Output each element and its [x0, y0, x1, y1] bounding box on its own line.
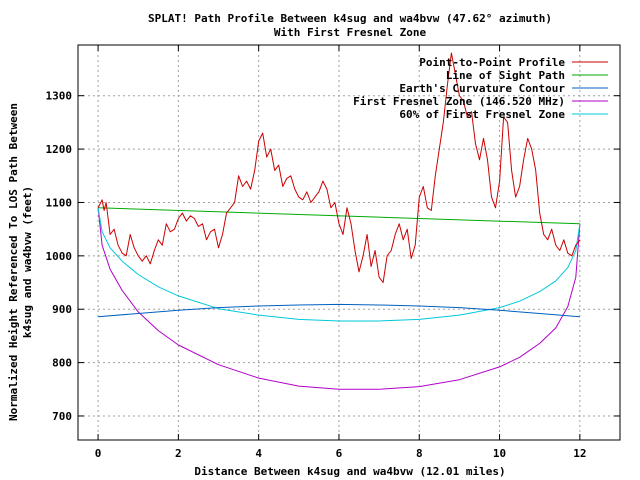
- x-tick-label: 6: [336, 447, 343, 460]
- x-tick-label: 12: [573, 447, 586, 460]
- chart-title: SPLAT! Path Profile Between k4sug and wa…: [148, 12, 552, 25]
- chart-subtitle: With First Fresnel Zone: [274, 26, 427, 39]
- tick-marks: [78, 45, 620, 440]
- plot-frame: [77, 44, 621, 441]
- x-tick-labels: 0 2 4 6 8 10 12: [95, 447, 587, 460]
- legend-label: Point-to-Point Profile: [419, 56, 565, 69]
- y-tick-label: 800: [52, 357, 72, 370]
- series-line-1: [98, 207, 580, 225]
- x-tick-label: 0: [95, 447, 102, 460]
- y-tick-label: 1200: [46, 143, 73, 156]
- y-tick-label: 900: [52, 303, 72, 316]
- x-tick-label: 4: [255, 447, 262, 460]
- legend-label: Line of Sight Path: [446, 69, 565, 82]
- series-line-4: [97, 207, 581, 322]
- y-tick-label: 700: [52, 410, 72, 423]
- y-tick-label: 1300: [46, 90, 73, 103]
- y-tick-label: 1000: [46, 250, 73, 263]
- legend-label: Earth's Curvature Contour: [399, 82, 565, 95]
- y-axis-label-line1: Normalized Height Referenced To LOS Path…: [7, 103, 20, 421]
- series-line-2: [98, 303, 580, 318]
- legend-label: First Fresnel Zone (146.520 MHz): [353, 95, 565, 108]
- series-layer: [97, 52, 581, 390]
- legend-label: 60% of First Fresnel Zone: [399, 108, 565, 121]
- grid-lines: [78, 45, 620, 440]
- x-axis-label: Distance Between k4sug and wa4bvw (12.01…: [194, 465, 505, 478]
- series-line-3: [97, 207, 581, 390]
- x-tick-label: 10: [493, 447, 506, 460]
- series-line-0: [97, 52, 581, 283]
- y-tick-labels: 700 800 900 1000 1100 1200 1300: [46, 90, 73, 423]
- x-tick-label: 8: [416, 447, 423, 460]
- y-tick-label: 1100: [46, 196, 73, 209]
- x-tick-label: 2: [175, 447, 182, 460]
- y-axis-label-line2: k4sug and wa4bvw (feet): [21, 186, 34, 338]
